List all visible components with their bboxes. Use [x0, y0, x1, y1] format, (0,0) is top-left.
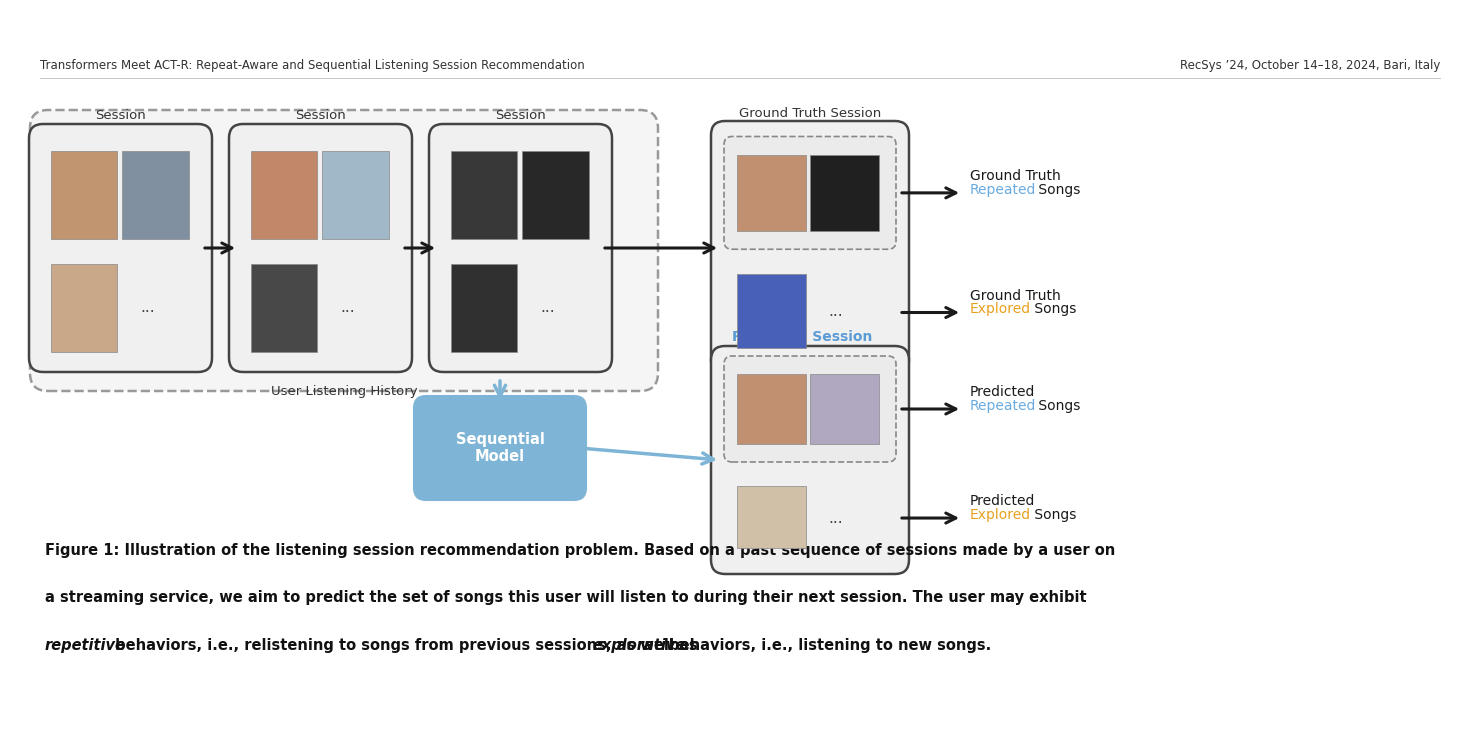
- Text: explorative: explorative: [592, 638, 685, 653]
- Text: Ground Truth Session: Ground Truth Session: [739, 107, 881, 120]
- Bar: [737, 274, 805, 348]
- FancyBboxPatch shape: [724, 356, 895, 462]
- FancyBboxPatch shape: [229, 124, 411, 372]
- Text: ...: ...: [829, 304, 842, 319]
- FancyBboxPatch shape: [429, 124, 613, 372]
- Text: Ground Truth: Ground Truth: [969, 289, 1061, 303]
- Text: Predicted: Predicted: [969, 494, 1036, 508]
- FancyBboxPatch shape: [724, 137, 895, 249]
- Text: Predicted: Predicted: [969, 385, 1036, 399]
- Text: Repeated: Repeated: [969, 183, 1036, 197]
- Text: Explored: Explored: [969, 303, 1032, 317]
- Bar: [50, 151, 117, 239]
- Text: Repeated: Repeated: [969, 399, 1036, 413]
- Text: repetitive: repetitive: [44, 638, 126, 653]
- Text: Sequential
Model: Sequential Model: [456, 432, 545, 464]
- Text: a streaming service, we aim to predict the set of songs this user will listen to: a streaming service, we aim to predict t…: [44, 590, 1086, 605]
- Text: User Listening History: User Listening History: [271, 385, 417, 398]
- Bar: [323, 151, 389, 239]
- Bar: [250, 263, 317, 352]
- FancyBboxPatch shape: [414, 396, 586, 500]
- Text: Session: Session: [295, 109, 345, 122]
- Text: Songs: Songs: [1035, 183, 1080, 197]
- Bar: [737, 486, 805, 548]
- Bar: [810, 155, 879, 230]
- Text: Transformers Meet ACT-R: Repeat-Aware and Sequential Listening Session Recommend: Transformers Meet ACT-R: Repeat-Aware an…: [40, 60, 585, 72]
- FancyBboxPatch shape: [30, 110, 659, 391]
- Text: Songs: Songs: [1030, 508, 1076, 522]
- Bar: [451, 151, 518, 239]
- FancyBboxPatch shape: [30, 124, 212, 372]
- Text: Figure 1: Illustration of the listening session recommendation problem. Based on: Figure 1: Illustration of the listening …: [44, 543, 1116, 558]
- Text: Explored: Explored: [969, 508, 1032, 522]
- Text: Session: Session: [95, 109, 145, 122]
- Text: Songs: Songs: [1035, 399, 1080, 413]
- Bar: [123, 151, 189, 239]
- Bar: [50, 263, 117, 352]
- Text: ...: ...: [141, 300, 155, 315]
- Bar: [737, 374, 805, 444]
- FancyBboxPatch shape: [710, 121, 909, 374]
- Text: ...: ...: [829, 511, 842, 525]
- Text: Ground Truth: Ground Truth: [969, 169, 1061, 183]
- Text: behaviors, i.e., listening to new songs.: behaviors, i.e., listening to new songs.: [665, 638, 992, 653]
- Text: RecSys ’24, October 14–18, 2024, Bari, Italy: RecSys ’24, October 14–18, 2024, Bari, I…: [1180, 60, 1440, 72]
- Bar: [522, 151, 589, 239]
- Text: Predicted Session: Predicted Session: [731, 330, 872, 344]
- FancyBboxPatch shape: [710, 346, 909, 574]
- Bar: [810, 374, 879, 444]
- Text: Session: Session: [494, 109, 545, 122]
- Bar: [451, 263, 518, 352]
- Bar: [737, 155, 805, 230]
- Text: ...: ...: [340, 300, 355, 315]
- Text: behaviors, i.e., relistening to songs from previous sessions, as well as: behaviors, i.e., relistening to songs fr…: [110, 638, 703, 653]
- Bar: [250, 151, 317, 239]
- Text: ...: ...: [540, 300, 555, 315]
- Text: Songs: Songs: [1030, 303, 1076, 317]
